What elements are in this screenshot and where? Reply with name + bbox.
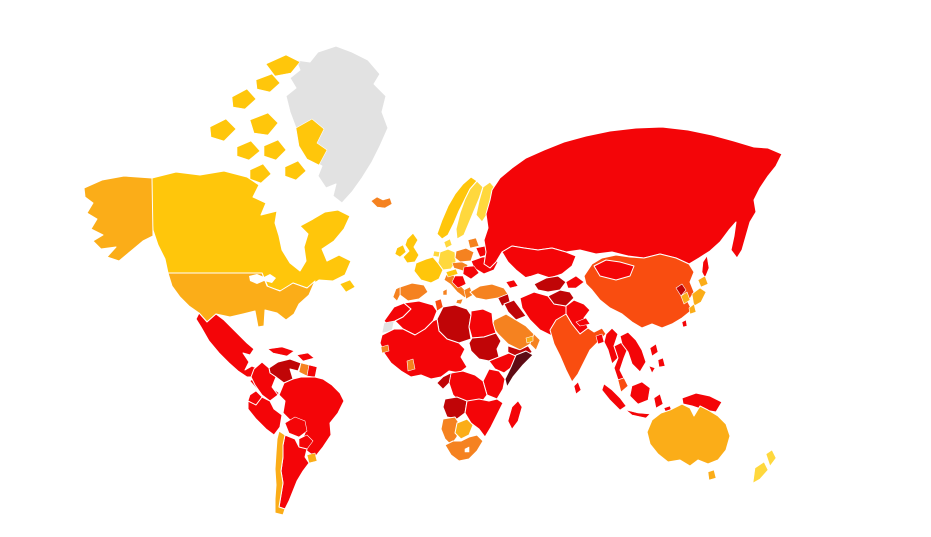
region-austria[interactable] <box>445 268 459 278</box>
region-java[interactable] <box>625 409 651 419</box>
africa <box>379 298 534 462</box>
region-south-korea[interactable] <box>680 291 691 305</box>
region-ellesmere-island[interactable] <box>265 54 301 77</box>
region-nepal[interactable] <box>575 317 591 327</box>
region-poland[interactable] <box>454 247 475 263</box>
region-congo-gabon[interactable] <box>436 372 452 390</box>
region-baltic-states[interactable] <box>467 237 480 249</box>
great-lakes-water <box>249 274 276 284</box>
region-victoria-island[interactable] <box>249 112 279 136</box>
region-banks-island[interactable] <box>231 88 257 110</box>
region-madagascar[interactable] <box>507 400 523 430</box>
region-france[interactable] <box>413 256 444 284</box>
region-afghanistan[interactable] <box>547 289 575 307</box>
region-kyrgyzstan-tajikistan[interactable] <box>565 275 585 289</box>
region-new-guinea[interactable] <box>681 392 723 413</box>
region-cuba[interactable] <box>267 346 295 357</box>
region-newfoundland[interactable] <box>339 279 356 293</box>
region-united-kingdom[interactable] <box>402 232 420 264</box>
region-portugal[interactable] <box>392 286 401 302</box>
region-sweden[interactable] <box>455 180 484 240</box>
region-chile[interactable] <box>274 430 286 516</box>
region-kazakhstan[interactable] <box>501 245 577 279</box>
region-sardinia[interactable] <box>442 288 448 296</box>
region-peru[interactable] <box>247 396 283 436</box>
region-sicily[interactable] <box>455 298 464 305</box>
region-uruguay[interactable] <box>306 452 318 464</box>
region-alaska[interactable] <box>83 175 154 262</box>
region-new-zealand-north-island[interactable] <box>765 449 777 467</box>
region-tasmania[interactable] <box>707 469 717 481</box>
region-new-zealand-south-island[interactable] <box>752 461 769 484</box>
region-borneo[interactable] <box>629 381 651 405</box>
region-north-korea[interactable] <box>675 283 687 297</box>
europe <box>370 176 499 305</box>
region-bolivia[interactable] <box>284 416 308 438</box>
region-sulawesi[interactable] <box>653 393 664 409</box>
region-turkmenistan-uzbekistan[interactable] <box>533 275 567 293</box>
region-japan-hokkaido[interactable] <box>697 275 709 288</box>
region-somalia[interactable] <box>504 350 534 388</box>
region-philippines[interactable] <box>648 365 656 374</box>
region-mongolia[interactable] <box>593 259 635 281</box>
region-ethiopia[interactable] <box>488 352 519 374</box>
region-arctic-island[interactable] <box>249 163 272 184</box>
region-ireland[interactable] <box>394 244 407 258</box>
region-russia[interactable] <box>483 126 783 269</box>
region-sri-lanka[interactable] <box>573 381 582 395</box>
region-arctic-island[interactable] <box>263 139 287 161</box>
region-arctic-island[interactable] <box>209 118 237 142</box>
region-paraguay[interactable] <box>298 434 314 450</box>
region-suriname[interactable] <box>306 364 318 378</box>
oceania <box>646 403 777 484</box>
region-united-arab-emirates[interactable] <box>525 335 534 344</box>
region-vietnam-laos-cambodia[interactable] <box>619 331 647 373</box>
region-philippines[interactable] <box>649 343 659 357</box>
asia <box>469 126 783 419</box>
region-brazil[interactable] <box>278 376 345 458</box>
region-botswana[interactable] <box>454 418 474 440</box>
region-devon-island[interactable] <box>255 73 281 93</box>
region-mexico[interactable] <box>195 312 260 378</box>
region-arctic-island[interactable] <box>236 140 261 161</box>
region-greenland[interactable] <box>285 45 389 204</box>
region-philippines[interactable] <box>657 357 666 368</box>
region-libya[interactable] <box>436 304 472 344</box>
region-arctic-island[interactable] <box>284 160 307 181</box>
region-malaysia[interactable] <box>617 377 629 393</box>
region-iraq[interactable] <box>503 299 527 321</box>
region-japan-kyushu[interactable] <box>688 303 697 315</box>
region-angola[interactable] <box>442 396 468 420</box>
region-south-africa[interactable] <box>444 434 484 462</box>
region-caucasus[interactable] <box>505 279 519 289</box>
region-iceland[interactable] <box>370 196 393 209</box>
region-denmark[interactable] <box>443 238 453 249</box>
south-america <box>247 358 345 516</box>
region-lesotho[interactable] <box>464 446 470 453</box>
region-colombia[interactable] <box>250 361 279 402</box>
region-balkans[interactable] <box>451 275 467 289</box>
region-egypt[interactable] <box>468 308 497 339</box>
region-hispaniola[interactable] <box>296 352 315 362</box>
region-sumatra[interactable] <box>601 383 627 411</box>
region-australia[interactable] <box>646 403 731 467</box>
region-baffin-island[interactable] <box>295 118 328 166</box>
region-spain[interactable] <box>399 282 429 302</box>
region-sakhalin[interactable] <box>701 255 710 279</box>
region-ghana[interactable] <box>406 358 416 372</box>
region-taiwan[interactable] <box>681 319 688 328</box>
region-japan-honshu[interactable] <box>691 287 707 307</box>
region-india[interactable] <box>549 313 607 383</box>
north-america <box>83 45 389 400</box>
region-west-africa-sahel[interactable] <box>379 318 468 380</box>
region-romania[interactable] <box>462 265 480 280</box>
region-senegal[interactable] <box>380 344 390 354</box>
